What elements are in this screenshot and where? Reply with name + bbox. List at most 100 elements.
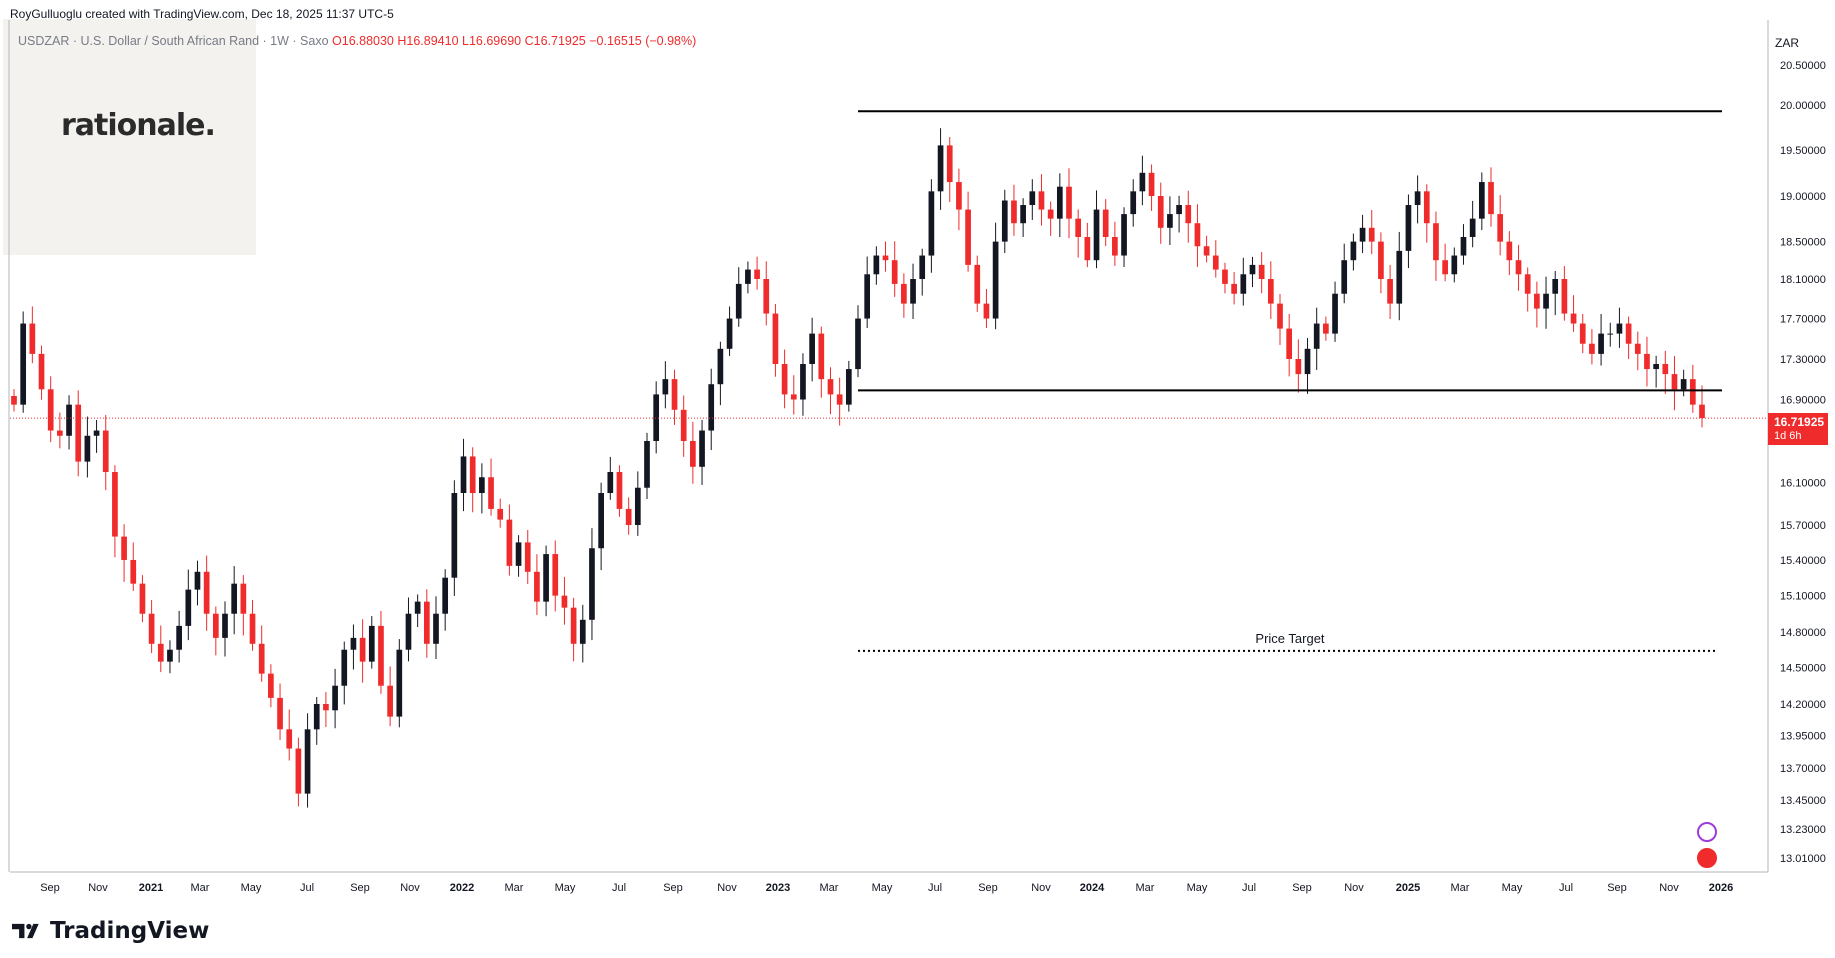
candle-body	[662, 379, 669, 395]
candle-body	[423, 601, 430, 644]
x-tick-label: 2024	[1080, 882, 1105, 894]
x-tick-label: Sep	[1607, 882, 1627, 894]
candle-body	[1589, 343, 1595, 354]
candle-body	[332, 685, 338, 711]
candle-body	[1167, 214, 1173, 228]
candle-body	[1414, 191, 1421, 206]
candle-body	[855, 318, 861, 370]
candle-body	[1258, 264, 1265, 279]
candle-body	[1056, 186, 1063, 219]
us-flag-icon[interactable]	[1697, 848, 1717, 868]
candle-body	[1176, 205, 1182, 215]
x-tick-label: Jul	[1559, 882, 1573, 894]
candle-body	[268, 673, 274, 698]
candle-body	[524, 542, 531, 572]
candle-body	[1699, 404, 1705, 419]
candle-body	[20, 323, 27, 405]
x-tick-label: May	[1502, 882, 1523, 894]
candle-body	[378, 625, 384, 686]
candle-body	[1231, 283, 1237, 294]
candle-body	[1442, 260, 1448, 275]
candle-body	[341, 649, 348, 686]
y-tick-label: 14.20000	[1780, 699, 1826, 711]
candle-body	[29, 323, 36, 354]
candle-body	[699, 430, 705, 467]
candle-body	[690, 441, 696, 467]
candle-body	[203, 571, 210, 614]
price-target-label: Price Target	[1255, 631, 1325, 646]
candle-body	[836, 394, 843, 405]
candle-body	[1047, 209, 1054, 219]
lightning-icon[interactable]	[1697, 822, 1717, 842]
candle-body	[1148, 172, 1155, 196]
candle-body	[726, 318, 733, 349]
candle-body	[1680, 379, 1687, 390]
candle-body	[1616, 323, 1623, 334]
candle-body	[543, 554, 549, 602]
candle-body	[479, 477, 485, 494]
candle-body	[1671, 374, 1678, 390]
y-tick-label: 13.45000	[1780, 795, 1826, 807]
candle-body	[910, 279, 916, 304]
candle-body	[1543, 293, 1549, 309]
currency-label[interactable]: ZAR	[1775, 36, 1799, 50]
candle-body	[359, 637, 366, 662]
candle-body	[157, 643, 164, 662]
candle-body	[249, 613, 256, 644]
candle-body	[148, 613, 155, 644]
x-tick-label: Jul	[1242, 882, 1256, 894]
candle-body	[965, 209, 971, 265]
candle-body	[1313, 323, 1320, 349]
candle-body	[396, 649, 403, 717]
candle-body	[992, 241, 999, 319]
candle-body	[1644, 353, 1650, 370]
candle-body	[350, 637, 357, 650]
legend-symbol: USDZAR · U.S. Dollar / South African Ran…	[18, 34, 329, 48]
candle-body	[579, 619, 586, 644]
candle-body	[497, 508, 504, 520]
candle-body	[818, 333, 825, 380]
candle-body	[937, 145, 944, 192]
candle-body	[387, 685, 393, 717]
candle-body	[1579, 323, 1586, 344]
x-tick-label: Nov	[717, 882, 737, 894]
candle-body	[488, 477, 494, 509]
candle-body	[1561, 279, 1568, 314]
candle-body	[1286, 328, 1293, 359]
candle-body	[1387, 279, 1393, 304]
candle-body	[194, 571, 201, 590]
candle-body	[102, 430, 109, 473]
candle-body	[901, 283, 907, 304]
chart-side-icons	[1697, 822, 1717, 874]
candle-body	[1185, 205, 1192, 224]
x-tick-label: May	[1187, 882, 1208, 894]
x-tick-label: Sep	[1292, 882, 1312, 894]
candle-body	[1240, 274, 1247, 294]
bar-countdown: 1d 6h	[1774, 430, 1802, 442]
candle-body	[1157, 196, 1164, 228]
candle-body	[1506, 241, 1513, 261]
candle-body	[1478, 182, 1485, 219]
candle-body	[506, 519, 513, 566]
y-tick-label: 13.23000	[1780, 824, 1826, 836]
candle-body	[121, 536, 127, 560]
candle-body	[75, 404, 82, 462]
candle-body	[919, 255, 926, 279]
legend-change: −0.16515 (−0.98%)	[589, 34, 697, 48]
y-tick-label: 15.40000	[1780, 555, 1826, 567]
x-tick-label: Sep	[978, 882, 998, 894]
candle-body	[405, 613, 412, 650]
candle-body	[1029, 191, 1036, 206]
candle-body	[313, 704, 320, 730]
candle-body	[130, 559, 137, 584]
candle-body	[809, 333, 815, 365]
candle-body	[258, 643, 265, 674]
tradingview-footer[interactable]: TradingView	[12, 918, 209, 944]
candle-body	[1267, 279, 1274, 304]
y-tick-label: 16.90000	[1780, 395, 1826, 407]
watermark-logo-box	[3, 19, 256, 255]
symbol-legend: USDZAR · U.S. Dollar / South African Ran…	[18, 34, 696, 48]
candle-body	[66, 404, 72, 436]
candle-body	[1130, 191, 1137, 215]
